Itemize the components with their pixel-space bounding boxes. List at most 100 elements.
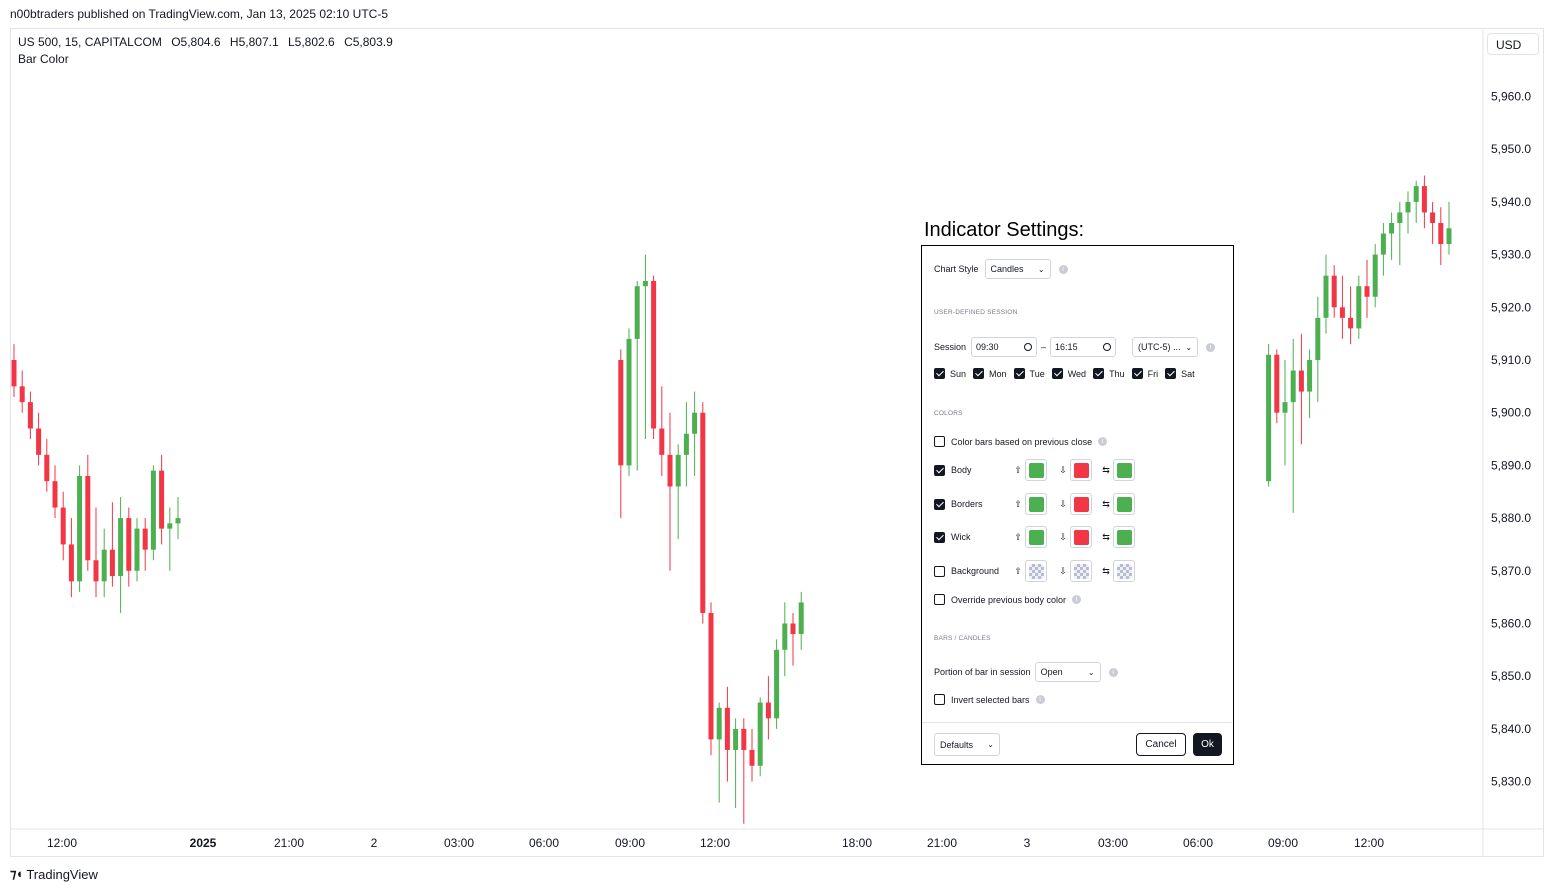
day-fri[interactable]: Fri: [1131, 368, 1158, 379]
wick-down-color[interactable]: [1070, 526, 1092, 548]
defaults-select[interactable]: Defaults ⌄: [934, 733, 1000, 756]
legend-indicator[interactable]: Bar Color: [18, 52, 69, 66]
checkbox-checked[interactable]: [934, 368, 945, 379]
day-wed[interactable]: Wed: [1051, 368, 1086, 379]
clock-icon: [1024, 343, 1033, 351]
checkbox-unchecked[interactable]: [934, 436, 945, 447]
arrow-lr-icon: ⇆: [1102, 464, 1110, 475]
transparent-swatch: [1028, 563, 1044, 579]
background-up-color[interactable]: [1025, 560, 1047, 582]
candle-body: [700, 412, 706, 613]
session-start-input[interactable]: 09:30: [971, 337, 1038, 357]
borders-neutral-color[interactable]: [1113, 493, 1135, 515]
background-down-color[interactable]: [1070, 560, 1092, 582]
candle-body: [1430, 212, 1436, 223]
info-icon[interactable]: i: [1098, 437, 1108, 446]
info-icon[interactable]: i: [1035, 695, 1045, 704]
checkbox-checked[interactable]: [934, 531, 945, 543]
wick-up-color[interactable]: [1025, 526, 1047, 548]
day-thu[interactable]: Thu: [1093, 368, 1125, 379]
time-tick-label: 06:00: [1183, 836, 1213, 850]
prev-close-row: Color bars based on previous close i: [934, 436, 1108, 447]
transparent-swatch: [1073, 563, 1089, 579]
arrow-up-icon: ⇧: [1014, 565, 1022, 576]
time-tick-label: 09:00: [615, 836, 645, 850]
candle-body: [790, 623, 796, 635]
wick-neutral-color[interactable]: [1113, 526, 1135, 548]
candle-body: [1315, 317, 1321, 360]
time-tick-label: 2: [371, 836, 378, 850]
wick-label: Wick: [951, 532, 971, 542]
legend-high-label: H: [229, 35, 239, 49]
chart-legend: US 500, 15, CAPITALCOM O5,804.6 H5,807.1…: [18, 34, 393, 68]
borders-up-color[interactable]: [1025, 493, 1047, 515]
price-tick-label: 5,860.0: [1491, 616, 1531, 630]
currency-button[interactable]: USD: [1487, 33, 1539, 55]
info-icon[interactable]: i: [1206, 342, 1216, 352]
legend-symbol[interactable]: US 500, 15, CAPITALCOM: [18, 35, 162, 49]
checkbox-checked[interactable]: [1093, 368, 1105, 379]
price-tick-label: 5,960.0: [1491, 90, 1531, 104]
day-sun[interactable]: Sun: [934, 368, 966, 379]
color-swatch: [1116, 462, 1132, 478]
price-chart[interactable]: 5,960.0 5,950.0 5,940.0 5,930.0 5,920.0 5,910…: [10, 28, 1544, 857]
chevron-down-icon: ⌄: [987, 740, 994, 749]
legend-open-label: O: [171, 35, 181, 49]
candle-body: [1397, 212, 1403, 223]
checkbox-checked[interactable]: [1051, 368, 1063, 379]
candle-body: [44, 454, 50, 482]
checkbox-checked[interactable]: [1013, 368, 1025, 379]
color-swatch: [1116, 529, 1132, 545]
session-end-value: 16:15: [1055, 342, 1078, 352]
portion-row: Portion of bar in session Open ⌄ i: [934, 662, 1118, 682]
day-tue[interactable]: Tue: [1013, 368, 1045, 379]
info-icon[interactable]: i: [1058, 264, 1068, 274]
day-mon[interactable]: Mon: [973, 368, 1007, 379]
cancel-button[interactable]: Cancel: [1136, 733, 1186, 756]
background-neutral-color[interactable]: [1113, 560, 1135, 582]
checkbox-checked[interactable]: [973, 368, 985, 379]
time-tick-label: 12:00: [47, 836, 77, 850]
info-icon[interactable]: i: [1072, 595, 1082, 604]
chart-style-label: Chart Style: [934, 264, 979, 274]
checkbox-unchecked[interactable]: [934, 594, 945, 605]
candle-body: [101, 549, 107, 582]
candle-body: [1348, 317, 1354, 329]
candle-body: [1413, 186, 1419, 202]
brand-name: TradingView: [26, 866, 98, 882]
color-swatch: [1028, 529, 1044, 545]
chart-style-row: Chart Style Candles ⌄ i: [934, 259, 1068, 279]
ok-button[interactable]: Ok: [1193, 733, 1222, 756]
candle-body: [749, 749, 755, 766]
body-up-color[interactable]: [1025, 459, 1047, 481]
time-tick-label: 21:00: [274, 836, 304, 850]
price-tick-label: 5,890.0: [1491, 458, 1531, 472]
borders-down-color[interactable]: [1070, 493, 1092, 515]
background-label: Background: [951, 566, 1000, 576]
candle-body: [798, 602, 804, 635]
arrow-down-icon: ⇩: [1059, 498, 1067, 509]
checkbox-unchecked[interactable]: [934, 694, 945, 705]
day-sat[interactable]: Sat: [1165, 368, 1195, 379]
candle-body: [142, 528, 148, 550]
price-tick-label: 5,930.0: [1491, 248, 1531, 262]
session-end-input[interactable]: 16:15: [1050, 337, 1117, 357]
timezone-select[interactable]: (UTC-5) ... ⌄: [1132, 337, 1199, 357]
checkbox-checked[interactable]: [934, 498, 945, 510]
day-label: Sat: [1181, 368, 1195, 379]
day-label: Tue: [1029, 368, 1045, 379]
candle-body: [1331, 275, 1337, 308]
checkbox-checked[interactable]: [934, 464, 945, 476]
body-neutral-color[interactable]: [1113, 459, 1135, 481]
chart-style-select[interactable]: Candles ⌄: [984, 259, 1051, 279]
checkbox-unchecked[interactable]: [934, 565, 945, 577]
color-swatch: [1028, 496, 1044, 512]
candle-body: [651, 280, 657, 429]
info-icon[interactable]: i: [1108, 667, 1118, 677]
session-label: Session: [934, 342, 967, 352]
body-down-color[interactable]: [1070, 459, 1092, 481]
portion-select[interactable]: Open ⌄: [1034, 662, 1101, 682]
checkbox-checked[interactable]: [1131, 368, 1143, 379]
checkbox-checked[interactable]: [1165, 368, 1177, 379]
time-tick-label: 3: [1024, 836, 1031, 850]
